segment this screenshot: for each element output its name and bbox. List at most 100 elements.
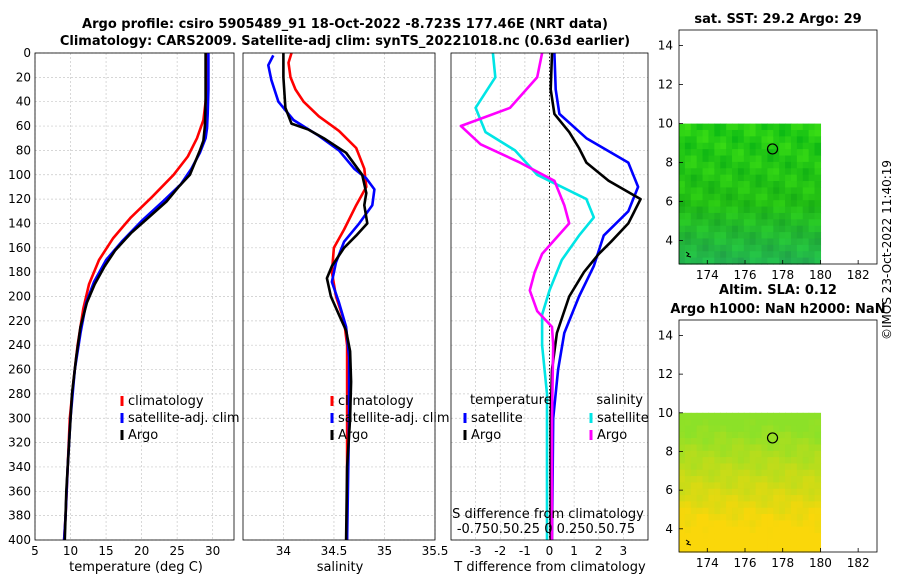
heat-cell — [684, 232, 692, 240]
heat-cell — [702, 136, 710, 144]
heat-cell — [714, 161, 721, 169]
heat-cell — [732, 463, 739, 471]
heat-cell — [755, 533, 763, 540]
heat-cell — [714, 136, 721, 144]
heat-cell — [737, 539, 745, 547]
heat-cell — [761, 136, 768, 144]
heat-cell — [702, 174, 710, 182]
heat-cell — [708, 123, 715, 131]
heat-cell — [732, 257, 739, 265]
heat-cell — [773, 507, 780, 515]
heat-cell — [796, 212, 804, 220]
heat-cell — [785, 219, 792, 227]
heat-cell — [737, 545, 745, 553]
heat-cell — [785, 232, 792, 240]
heat-cell — [755, 507, 763, 515]
heat-cell — [790, 450, 798, 458]
x-tick-label: 1 — [570, 544, 578, 558]
heat-cell — [684, 212, 692, 220]
heat-cell — [708, 476, 715, 483]
heat-cell — [761, 444, 768, 452]
x-tick-label: 35 — [377, 544, 392, 558]
heat-cell — [679, 539, 686, 547]
series-line-temperature-satellite — [550, 52, 640, 541]
heat-cell — [708, 482, 715, 490]
heat-cell — [749, 444, 757, 452]
y-tick-label: 10 — [658, 117, 673, 131]
heat-cell — [684, 238, 692, 246]
heat-cell — [690, 457, 698, 465]
heat-cell — [679, 526, 686, 534]
heat-cell — [714, 457, 721, 465]
heat-cell — [737, 526, 745, 534]
heat-cell — [796, 425, 804, 433]
heat-cell — [779, 463, 786, 471]
heat-cell — [749, 206, 757, 214]
sst-map-panel: 174 176 178 180 182 4 6 8 10 12 14 — [658, 29, 878, 282]
heat-cell — [679, 501, 686, 509]
heat-cell — [749, 123, 757, 131]
heat-cell — [802, 168, 810, 176]
heat-cell — [690, 168, 698, 176]
heat-cell — [737, 232, 745, 240]
heat-cell — [785, 425, 792, 433]
heat-cell — [720, 161, 727, 169]
heat-cell — [708, 206, 715, 214]
heat-cell — [808, 520, 816, 528]
x-tick-label: 176 — [734, 268, 757, 282]
heat-cell — [814, 149, 822, 157]
heat-cell — [720, 142, 727, 150]
heat-cell — [808, 533, 816, 540]
y-tick-label: 40 — [16, 95, 31, 109]
heat-cell — [714, 225, 721, 233]
heat-cell — [720, 193, 727, 201]
heat-cell — [785, 431, 792, 439]
heat-cell — [743, 450, 751, 458]
heat-cell — [732, 181, 739, 189]
heat-cell — [802, 514, 810, 521]
heat-cell — [814, 507, 822, 515]
heat-cell — [808, 514, 816, 521]
heat-cell — [790, 251, 798, 259]
heat-cell — [749, 539, 757, 547]
heat-cell — [743, 488, 751, 496]
y-tick-label: 340 — [8, 460, 31, 474]
heat-cell — [743, 495, 751, 502]
heat-cell — [696, 412, 704, 420]
heat-cell — [767, 219, 774, 227]
heat-cell — [755, 232, 763, 240]
heat-cell — [779, 526, 786, 534]
heat-cell — [696, 425, 704, 433]
heat-cell — [802, 161, 810, 169]
heat-cell — [779, 142, 786, 150]
heat-cell — [708, 181, 715, 189]
heat-cell — [732, 533, 739, 540]
heat-cell — [737, 168, 745, 176]
heat-cell — [726, 212, 733, 220]
heat-cell — [761, 123, 768, 131]
heat-cell — [743, 187, 751, 195]
heat-cell — [684, 425, 692, 433]
heat-cell — [814, 431, 822, 439]
heat-cell — [779, 206, 786, 214]
heat-cell — [785, 142, 792, 150]
heat-cell — [767, 174, 774, 182]
heat-cell — [802, 225, 810, 233]
heat-cell — [802, 136, 810, 144]
heat-field — [679, 123, 822, 265]
heat-cell — [743, 238, 751, 246]
heat-cell — [785, 244, 792, 252]
heat-cell — [737, 161, 745, 169]
heat-cell — [696, 206, 704, 214]
heat-cell — [690, 238, 698, 246]
heat-cell — [737, 501, 745, 509]
heat-cell — [785, 539, 792, 547]
heat-cell — [708, 212, 715, 220]
x-tick-label: 34.5 — [321, 544, 348, 558]
heat-cell — [690, 219, 698, 227]
heat-cell — [814, 412, 822, 420]
heat-cell — [761, 507, 768, 515]
heat-cell — [779, 514, 786, 521]
heat-cell — [790, 520, 798, 528]
heat-cell — [702, 149, 710, 157]
